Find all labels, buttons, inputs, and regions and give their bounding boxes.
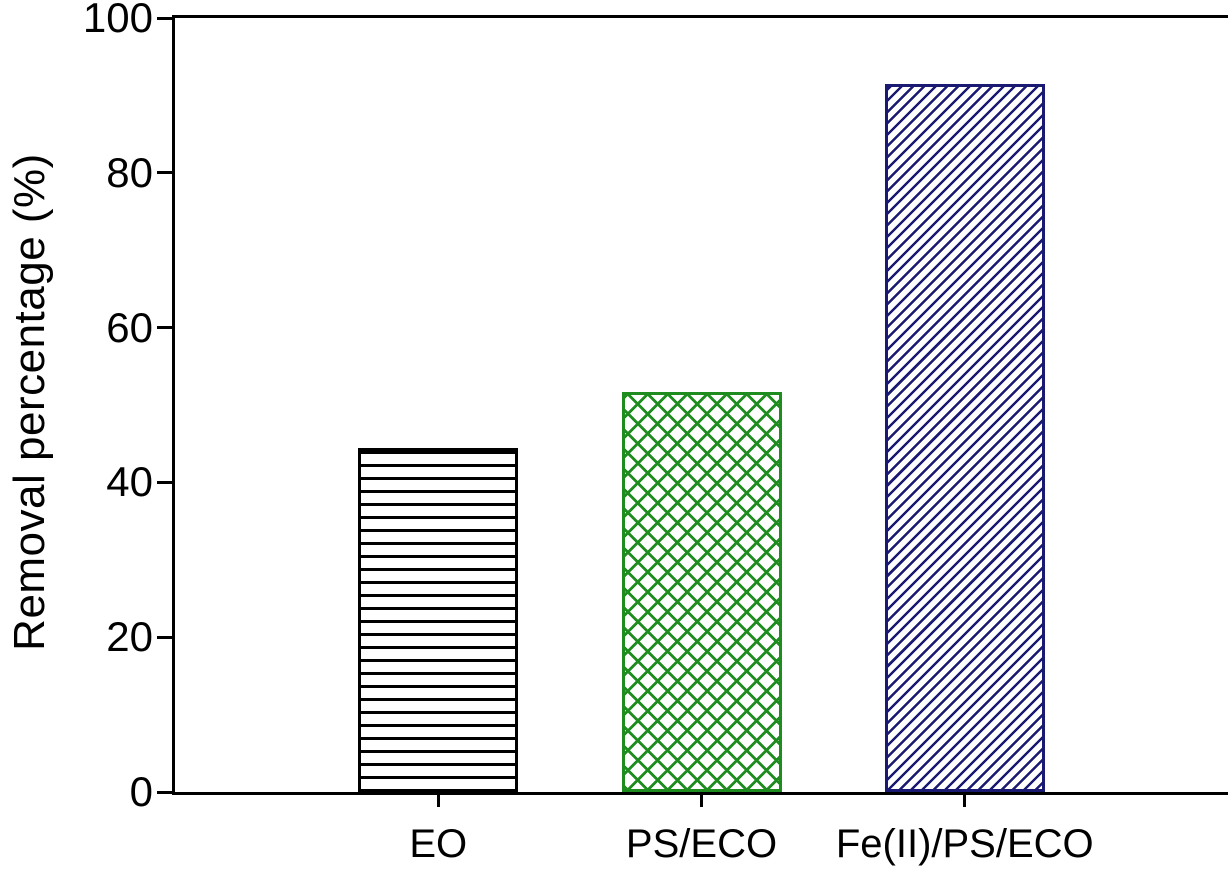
bar-fe-ii-ps-eco [884,83,1045,792]
x-tick-fe-ii-ps-eco [963,792,967,807]
y-tick-label-60: 60 [106,303,153,351]
y-tick-20 [157,635,172,639]
x-tick-ps-eco [700,792,703,807]
y-tick-label-80: 80 [106,148,153,196]
x-tick-label-fe-ii-ps-eco: Fe(II)/PS/ECO [835,822,1094,866]
plot-area: 0 20 40 60 80 100 EO PS/ECO Fe(II)/PS/ECO [83,0,1228,866]
x-tick-eo [436,792,440,807]
y-tick-80 [157,171,172,175]
y-tick-label-20: 20 [106,613,153,661]
y-tick-100 [157,16,172,20]
y-axis-title: Removal percentage (%) [5,153,54,651]
y-tick-60 [157,326,172,330]
bar-eo [358,447,519,792]
bar-ps-eco [621,391,782,792]
y-tick-label-0: 0 [129,768,153,815]
y-tick-0 [157,790,172,794]
x-tick-label-ps-eco: PS/ECO [625,822,778,866]
y-tick-40 [157,480,172,484]
y-tick-label-100: 100 [82,0,153,41]
y-tick-label-40: 40 [106,458,153,506]
x-tick-label-eo: EO [409,822,468,866]
